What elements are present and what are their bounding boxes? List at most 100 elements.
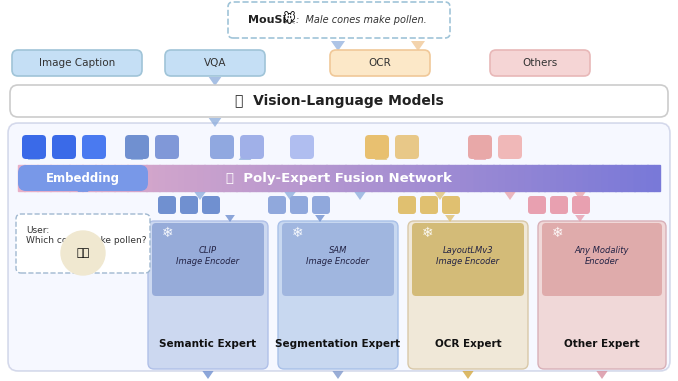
FancyBboxPatch shape: [10, 85, 668, 117]
FancyBboxPatch shape: [18, 165, 148, 191]
Bar: [416, 165, 423, 191]
FancyBboxPatch shape: [22, 135, 46, 159]
Bar: [262, 165, 269, 191]
FancyBboxPatch shape: [8, 123, 670, 371]
Bar: [134, 165, 140, 191]
Bar: [37, 165, 44, 191]
Text: 🐭: 🐭: [282, 13, 295, 27]
Bar: [115, 165, 121, 191]
Bar: [63, 165, 70, 191]
Bar: [442, 165, 449, 191]
Polygon shape: [462, 371, 474, 379]
Bar: [320, 165, 327, 191]
Bar: [102, 165, 108, 191]
Polygon shape: [504, 192, 515, 200]
FancyBboxPatch shape: [442, 196, 460, 214]
Bar: [76, 165, 83, 191]
Bar: [576, 165, 584, 191]
Bar: [345, 165, 353, 191]
FancyBboxPatch shape: [148, 221, 268, 369]
FancyBboxPatch shape: [420, 196, 438, 214]
Polygon shape: [77, 184, 89, 192]
Text: :  Male cones make pollen.: : Male cones make pollen.: [296, 15, 426, 25]
Bar: [82, 165, 89, 191]
FancyBboxPatch shape: [268, 196, 286, 214]
Bar: [563, 165, 571, 191]
Polygon shape: [375, 151, 387, 160]
Polygon shape: [597, 371, 607, 379]
Bar: [525, 165, 532, 191]
Text: SAM
Image Encoder: SAM Image Encoder: [306, 246, 370, 266]
Text: Image Caption: Image Caption: [39, 58, 115, 68]
Bar: [217, 165, 224, 191]
FancyBboxPatch shape: [202, 196, 220, 214]
Bar: [422, 165, 429, 191]
FancyBboxPatch shape: [278, 221, 398, 369]
Bar: [178, 165, 185, 191]
Text: VQA: VQA: [204, 58, 226, 68]
Bar: [365, 165, 372, 191]
Polygon shape: [209, 77, 221, 86]
Bar: [635, 165, 641, 191]
Text: MouSi: MouSi: [248, 15, 286, 25]
Bar: [121, 165, 127, 191]
Bar: [185, 165, 192, 191]
Bar: [557, 165, 564, 191]
FancyBboxPatch shape: [408, 221, 528, 369]
Polygon shape: [315, 215, 325, 222]
FancyBboxPatch shape: [538, 221, 666, 369]
Bar: [403, 165, 410, 191]
FancyBboxPatch shape: [395, 135, 419, 159]
Text: ❄: ❄: [422, 226, 434, 240]
Bar: [89, 165, 96, 191]
Bar: [391, 165, 397, 191]
FancyBboxPatch shape: [152, 223, 264, 296]
Bar: [243, 165, 250, 191]
Bar: [108, 165, 115, 191]
Bar: [622, 165, 629, 191]
FancyBboxPatch shape: [365, 135, 389, 159]
Bar: [538, 165, 545, 191]
Text: Other Expert: Other Expert: [564, 339, 640, 349]
Bar: [519, 165, 525, 191]
Text: 🌲🌿: 🌲🌿: [77, 248, 89, 258]
Bar: [24, 165, 31, 191]
Bar: [371, 165, 378, 191]
Text: 🔥  Poly-Expert Fusion Network: 🔥 Poly-Expert Fusion Network: [226, 171, 452, 184]
Polygon shape: [445, 215, 455, 222]
Text: Others: Others: [522, 58, 557, 68]
FancyBboxPatch shape: [528, 196, 546, 214]
Bar: [513, 165, 519, 191]
Bar: [384, 165, 391, 191]
Text: 🔥  Vision-Language Models: 🔥 Vision-Language Models: [235, 94, 443, 108]
Bar: [589, 165, 596, 191]
Bar: [31, 165, 38, 191]
Polygon shape: [355, 192, 365, 200]
Bar: [236, 165, 243, 191]
Polygon shape: [435, 192, 445, 200]
Polygon shape: [332, 371, 344, 379]
Bar: [429, 165, 436, 191]
Bar: [615, 165, 622, 191]
Polygon shape: [225, 215, 235, 222]
Bar: [249, 165, 256, 191]
Polygon shape: [474, 151, 486, 160]
Bar: [378, 165, 384, 191]
Polygon shape: [239, 151, 252, 160]
FancyBboxPatch shape: [330, 50, 430, 76]
Bar: [165, 165, 173, 191]
FancyBboxPatch shape: [290, 196, 308, 214]
Bar: [583, 165, 590, 191]
FancyBboxPatch shape: [16, 214, 150, 273]
Polygon shape: [575, 215, 585, 222]
Polygon shape: [574, 192, 586, 200]
Bar: [127, 165, 134, 191]
Polygon shape: [331, 41, 345, 51]
Text: ❄: ❄: [292, 226, 304, 240]
Text: Segmentation Expert: Segmentation Expert: [275, 339, 401, 349]
FancyBboxPatch shape: [12, 50, 142, 76]
Bar: [198, 165, 205, 191]
Bar: [230, 165, 237, 191]
Bar: [551, 165, 558, 191]
Bar: [544, 165, 551, 191]
